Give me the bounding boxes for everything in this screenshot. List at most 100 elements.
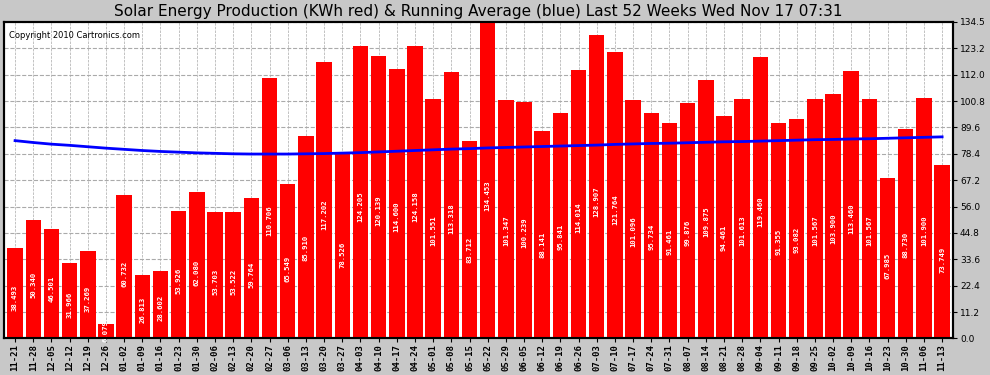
Bar [189, 192, 205, 338]
Text: 88.141: 88.141 [540, 232, 545, 258]
Text: 67.985: 67.985 [885, 253, 891, 279]
Text: 78.526: 78.526 [340, 242, 346, 268]
Bar [444, 72, 459, 338]
Text: 31.966: 31.966 [66, 291, 72, 318]
Bar [407, 46, 423, 338]
Text: 101.096: 101.096 [630, 216, 637, 247]
Bar [752, 57, 768, 338]
Text: 6.079: 6.079 [103, 320, 109, 342]
Bar [98, 324, 114, 338]
Text: 60.732: 60.732 [121, 261, 127, 287]
Bar [480, 22, 495, 338]
Text: 119.460: 119.460 [757, 196, 763, 227]
Text: 120.139: 120.139 [375, 196, 381, 226]
Text: 38.493: 38.493 [12, 285, 18, 311]
Bar [335, 153, 350, 338]
Text: 124.158: 124.158 [412, 192, 418, 222]
Bar [152, 271, 168, 338]
Text: 101.567: 101.567 [866, 216, 872, 246]
Bar [880, 178, 895, 338]
Text: 134.453: 134.453 [485, 181, 491, 211]
Text: 114.600: 114.600 [394, 202, 400, 232]
Bar [898, 129, 914, 338]
Bar [461, 141, 477, 338]
Text: 83.712: 83.712 [466, 237, 472, 263]
Text: 37.269: 37.269 [85, 286, 91, 312]
Text: 53.522: 53.522 [231, 268, 237, 295]
Bar [807, 99, 823, 338]
Bar [280, 184, 295, 338]
Bar [317, 63, 332, 338]
Bar [716, 116, 732, 338]
Text: 94.461: 94.461 [721, 225, 727, 252]
Bar [498, 100, 514, 338]
Bar [244, 198, 259, 338]
Text: 113.460: 113.460 [848, 203, 854, 234]
Bar [826, 94, 841, 338]
Text: 91.461: 91.461 [666, 228, 672, 255]
Bar [935, 165, 949, 338]
Bar [352, 46, 368, 338]
Text: 95.841: 95.841 [557, 224, 563, 250]
Bar [698, 80, 714, 338]
Text: 103.900: 103.900 [830, 213, 836, 244]
Text: 88.730: 88.730 [903, 231, 909, 258]
Text: 114.014: 114.014 [575, 202, 581, 233]
Title: Solar Energy Production (KWh red) & Running Average (blue) Last 52 Weeks Wed Nov: Solar Energy Production (KWh red) & Runn… [114, 4, 842, 19]
Bar [371, 56, 386, 338]
Text: 59.764: 59.764 [248, 262, 254, 288]
Text: 109.875: 109.875 [703, 207, 709, 237]
Bar [261, 78, 277, 338]
Bar [207, 212, 223, 338]
Bar [517, 102, 532, 338]
Text: Copyright 2010 Cartronics.com: Copyright 2010 Cartronics.com [9, 31, 140, 40]
Text: 53.703: 53.703 [212, 268, 218, 295]
Bar [771, 123, 786, 338]
Bar [589, 35, 605, 338]
Bar [680, 103, 695, 338]
Bar [535, 131, 549, 338]
Bar [117, 195, 132, 338]
Text: 65.549: 65.549 [285, 256, 291, 282]
Bar [62, 263, 77, 338]
Bar [80, 251, 95, 338]
Text: 26.813: 26.813 [140, 297, 146, 323]
Text: 101.613: 101.613 [740, 215, 745, 246]
Bar [135, 275, 150, 338]
Text: 100.239: 100.239 [521, 217, 527, 248]
Bar [298, 136, 314, 338]
Bar [661, 123, 677, 338]
Text: 91.355: 91.355 [775, 228, 781, 255]
Text: 62.080: 62.080 [194, 260, 200, 286]
Bar [26, 220, 41, 338]
Text: 117.202: 117.202 [321, 199, 327, 230]
Bar [552, 113, 568, 338]
Text: 101.347: 101.347 [503, 216, 509, 246]
Text: 93.082: 93.082 [794, 226, 800, 253]
Text: 46.501: 46.501 [49, 276, 54, 302]
Bar [916, 99, 932, 338]
Text: 101.900: 101.900 [921, 215, 927, 246]
Bar [171, 211, 186, 338]
Text: 95.734: 95.734 [648, 224, 654, 250]
Bar [44, 229, 59, 338]
Bar [843, 71, 859, 338]
Text: 110.706: 110.706 [266, 206, 272, 236]
Bar [735, 99, 749, 338]
Bar [571, 70, 586, 338]
Text: 85.910: 85.910 [303, 234, 309, 261]
Text: 121.764: 121.764 [612, 194, 618, 225]
Text: 113.318: 113.318 [448, 203, 454, 234]
Bar [226, 212, 241, 338]
Bar [389, 69, 405, 338]
Bar [7, 248, 23, 338]
Bar [426, 99, 441, 338]
Text: 124.205: 124.205 [357, 192, 363, 222]
Bar [861, 99, 877, 338]
Text: 73.749: 73.749 [940, 247, 945, 273]
Text: 101.551: 101.551 [430, 216, 437, 246]
Text: 53.926: 53.926 [175, 268, 182, 294]
Bar [789, 119, 805, 338]
Text: 128.907: 128.907 [594, 186, 600, 217]
Text: 99.876: 99.876 [685, 219, 691, 246]
